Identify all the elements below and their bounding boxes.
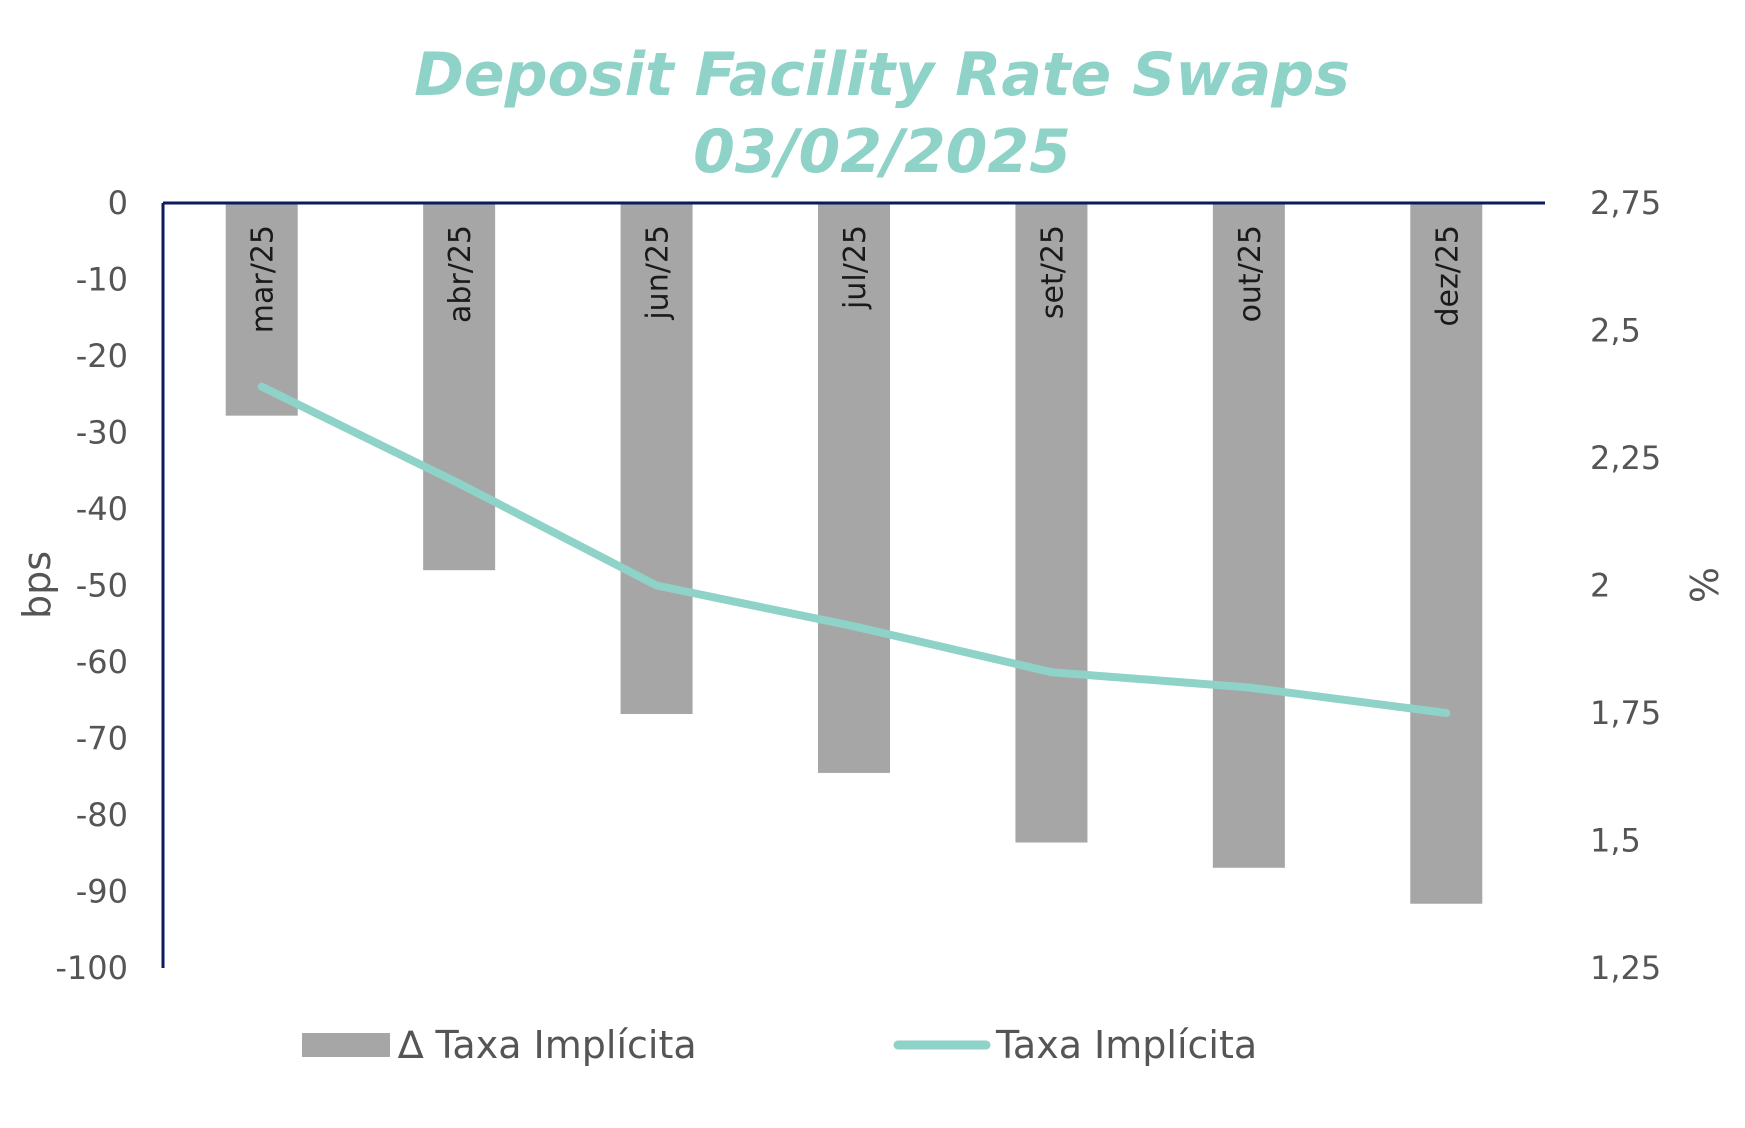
category-label-abr-25: abr/25 — [443, 225, 478, 323]
left-y-tick-label: -40 — [76, 490, 128, 528]
left-y-tick-label: -70 — [76, 720, 128, 758]
left-y-tick-label: -60 — [76, 643, 128, 681]
left-y-tick-label: -100 — [55, 949, 128, 987]
legend: ∆ Taxa Implícita Taxa Implícita — [302, 1023, 1257, 1067]
category-label-dez-25: dez/25 — [1430, 225, 1465, 327]
left-y-tick-label: -20 — [76, 337, 128, 375]
right-y-tick-label: 2,75 — [1590, 184, 1661, 222]
category-label-mar-25: mar/25 — [246, 225, 281, 333]
bar-series — [225, 203, 1483, 904]
left-y-tick-label: -90 — [76, 873, 128, 911]
left-y-tick-label: -80 — [76, 796, 128, 834]
legend-line-label: Taxa Implícita — [995, 1023, 1257, 1067]
line-series-taxa-implicita — [257, 382, 1451, 717]
bar-dez-25 — [1410, 203, 1483, 904]
right-y-axis-title: % — [1681, 567, 1725, 603]
bar-jun-25 — [620, 203, 693, 715]
right-y-tick-label: 1,75 — [1590, 694, 1661, 732]
right-y-axis-ticks: 2,75 2,5 2,25 2 1,75 1,5 1,25 — [1590, 184, 1661, 987]
left-y-axis-ticks: 0 -10 -20 -30 -40 -50 -60 -70 -80 -90 -100 — [55, 184, 128, 987]
bar-mar-25 — [225, 203, 298, 416]
category-labels: mar/25 abr/25 jun/25 jul/25 set/25 out/25 dez/… — [246, 225, 1466, 333]
bar-jul-25 — [818, 203, 890, 773]
right-y-tick-label: 2,5 — [1590, 312, 1641, 350]
right-y-tick-label: 2,25 — [1590, 439, 1661, 477]
category-label-jun-25: jun/25 — [641, 225, 676, 321]
chart-title-line-2: 03/02/2025 — [693, 117, 1071, 187]
left-y-tick-label: -50 — [76, 567, 128, 605]
left-y-tick-label: 0 — [108, 184, 128, 222]
left-y-tick-label: -10 — [76, 261, 128, 299]
left-y-tick-label: -30 — [76, 414, 128, 452]
right-y-tick-label: 1,5 — [1590, 822, 1641, 860]
chart-title-line-1: Deposit Facility Rate Swaps — [414, 40, 1350, 110]
category-label-out-25: out/25 — [1233, 225, 1268, 322]
category-label-set-25: set/25 — [1035, 225, 1070, 319]
category-label-jul-25: jul/25 — [838, 225, 873, 310]
legend-bar-swatch — [302, 1033, 390, 1057]
legend-bar-label: ∆ Taxa Implícita — [397, 1023, 697, 1067]
bar-out-25 — [1212, 203, 1285, 868]
bar-set-25 — [1015, 203, 1088, 843]
bar-abr-25 — [423, 203, 496, 571]
right-y-tick-label: 1,25 — [1590, 949, 1661, 987]
left-y-axis-title: bps — [15, 551, 59, 619]
right-y-tick-label: 2 — [1590, 567, 1610, 605]
